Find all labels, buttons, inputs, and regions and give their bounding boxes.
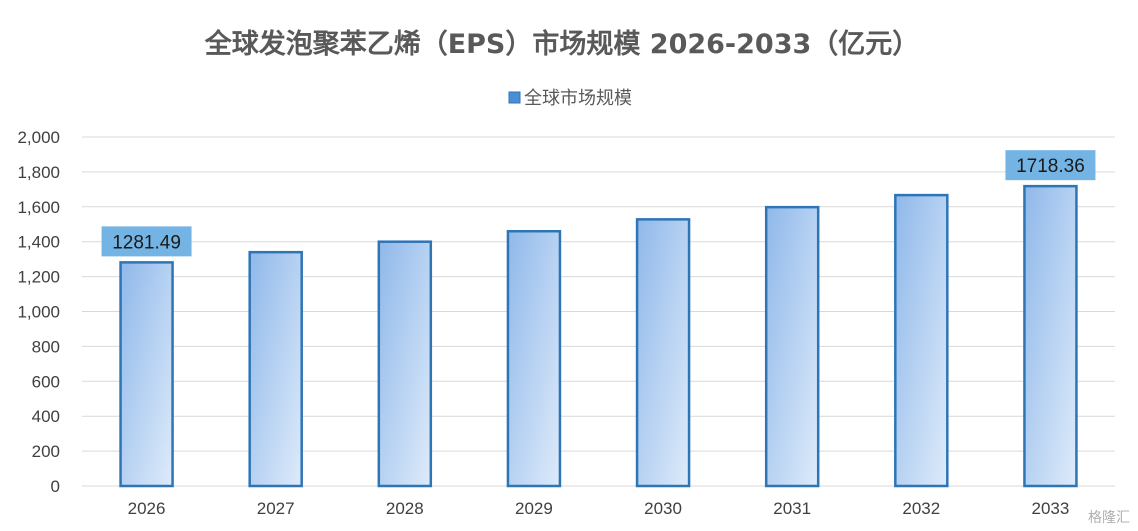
y-tick-label: 1,800 [17,163,60,182]
bar-2033 [1023,184,1078,488]
x-tick-label: 2027 [257,499,295,518]
data-label-box [101,226,192,257]
watermark: 格隆汇 [1088,510,1130,526]
data-label-text: 1281.49 [112,232,181,253]
legend-marker [508,91,521,104]
data-label-2026: 1281.49 [101,226,192,257]
gridlines [82,136,1115,487]
x-tick-label: 2028 [386,499,424,518]
x-tick-label: 2026 [128,499,166,518]
y-tick-label: 1,200 [17,268,60,287]
y-axis: 0 200 400 600 800 1,000 1,200 1,400 1,600 1,800 2,… [17,128,60,496]
y-tick-label: 1,400 [17,233,60,252]
data-label-text: 1718.36 [1016,156,1085,177]
y-tick-label: 0 [51,477,60,496]
bar-2031 [764,205,820,488]
x-tick-label: 2029 [515,499,553,518]
x-tick-label: 2032 [902,499,940,518]
bar-2027 [248,250,303,488]
bar-2032 [894,193,949,488]
bars [119,184,1078,488]
x-tick-label: 2033 [1032,499,1070,518]
bar-2029 [506,229,562,488]
y-tick-label: 600 [32,372,60,391]
y-tick-label: 400 [32,407,60,426]
y-tick-label: 2,000 [17,128,60,147]
y-tick-label: 1,600 [17,198,60,217]
legend-label: 全球市场规模 [524,88,632,109]
chart-title: 全球发泡聚苯乙烯（EPS）市场规模 2026-2033（亿元） [204,28,920,60]
bar-2028 [377,240,433,488]
y-tick-label: 800 [32,337,60,356]
legend: 全球市场规模 [508,88,632,109]
x-tick-label: 2030 [644,499,682,518]
y-tick-label: 200 [32,442,60,461]
x-tick-label: 2031 [773,499,811,518]
y-tick-label: 1,000 [17,303,60,322]
bar-2026 [119,261,174,488]
bar-2030 [635,218,691,488]
data-labels: 1281.49 1718.36 [101,150,1096,257]
data-label-box [1005,150,1096,181]
x-axis: 2026 2027 2028 2029 2030 2031 2032 2033 [128,499,1070,518]
data-label-2033: 1718.36 [1005,150,1096,181]
